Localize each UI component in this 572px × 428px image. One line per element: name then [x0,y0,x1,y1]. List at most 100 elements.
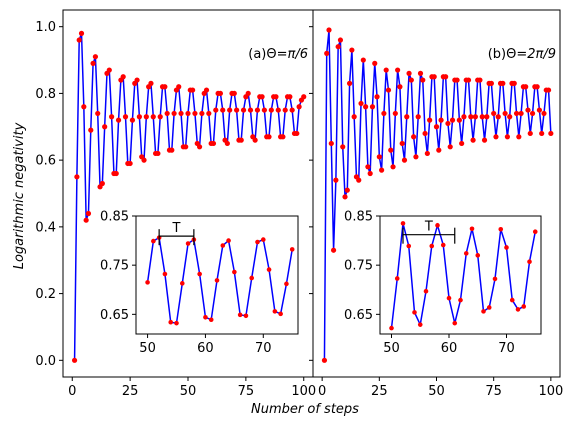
main-data-point [337,37,344,43]
main-data-point [365,164,371,170]
main-data-point [148,80,154,86]
inset-data-point [389,325,394,331]
main-data-point [335,44,341,50]
main-data-point [507,114,513,120]
main-data-point [234,107,240,113]
inset-y-tick-label: 0.75 [344,259,373,274]
main-data-point [333,177,339,183]
main-data-point [247,107,254,113]
inset-data-point [440,242,446,248]
main-data-point [245,90,251,97]
main-series-line [73,33,305,361]
inset-x-tick-label: 50 [383,341,400,356]
inset-data-point [197,271,202,277]
inset-data-point [400,221,406,226]
inset-data-point [492,276,498,282]
main-data-point [157,114,163,120]
main-data-point [294,130,300,137]
main-data-point [71,357,78,363]
main-data-point [417,70,424,76]
main-data-point [379,167,385,173]
inset-data-point [162,271,168,277]
main-data-point [392,110,398,117]
inset-data-point [243,313,249,319]
main-data-point [381,110,387,117]
main-data-point [282,107,288,113]
main-data-point [109,114,115,120]
inset-y-tick-label: 0.65 [344,308,373,323]
main-data-point [164,110,170,117]
x-tick-label: 100 [291,384,316,399]
period-label: T [424,220,433,235]
y-axis-label: Logarithmic negativity [12,122,27,269]
main-data-point [238,137,244,143]
period-label: T [172,221,181,236]
main-data-point [484,114,490,120]
main-data-point [488,80,494,86]
main-data-point [411,134,417,140]
inset-plot: 50 60 70 0.65 0.75 0.85 T [100,210,299,356]
inset-data-point [214,278,220,283]
main-data-point [213,107,219,113]
inset-y-tick-label: 0.75 [100,259,129,274]
main-data-point [500,80,506,86]
main-data-point [369,104,376,110]
main-data-point [178,110,184,117]
inset-data-point [220,243,226,248]
main-data-point [346,80,353,86]
inset-data-point [185,241,191,246]
panel-label: (b)Θ=2π/9 [488,47,556,62]
main-data-point [372,60,378,66]
main-data-point [261,107,267,113]
inset-data-point [475,253,481,258]
main-data-point [374,94,380,100]
main-data-point [472,114,478,120]
inset-data-point [417,322,423,327]
x-tick-label: 75 [485,384,502,399]
main-data-point [102,124,108,130]
main-data-point [328,140,334,147]
main-data-point [447,144,453,150]
inset-data-point [452,320,458,326]
main-data-point [433,124,440,130]
inset-data-point [394,276,400,281]
inset-background [136,216,298,334]
main-data-point [162,84,168,90]
main-data-point [479,114,485,120]
main-data-point [443,74,449,80]
main-data-point [326,27,332,33]
inset-data-point [289,247,295,252]
inset-data-point [481,309,486,314]
panel-b: 0 25 50 75 100 (b)Θ=2π/9 50 60 70 0.65 0.75 0.85 T [309,9,563,399]
main-data-point [456,117,462,123]
main-data-point [527,130,533,137]
main-data-point [449,117,456,123]
main-data-point [199,110,205,117]
inset-data-point [509,297,515,303]
inset-data-point [458,297,463,303]
main-data-point [516,134,522,140]
main-data-point [169,147,175,153]
inset-data-point [532,229,538,235]
inset-y-tick-label: 0.85 [344,210,373,225]
x-axis-label: Number of steps [251,402,359,417]
main-data-point [81,104,87,110]
main-data-point [523,84,529,90]
inset-data-point [203,314,208,320]
inset-plot: 50 60 70 0.65 0.75 0.85 T [344,210,542,356]
main-data-point [206,110,212,117]
main-data-point [231,90,237,97]
main-data-point [539,130,545,137]
main-data-point [85,210,92,217]
main-data-point [545,87,552,93]
main-data-point [342,194,348,200]
panel-label-prefix: (b)Θ= [488,47,528,62]
main-data-point [548,130,554,137]
y-tick-label: 0.0 [35,354,56,369]
main-data-point [401,157,408,163]
main-data-point [477,77,483,83]
inset-data-point [174,320,179,326]
main-data-point [534,84,540,90]
inset-data-point [208,317,214,323]
